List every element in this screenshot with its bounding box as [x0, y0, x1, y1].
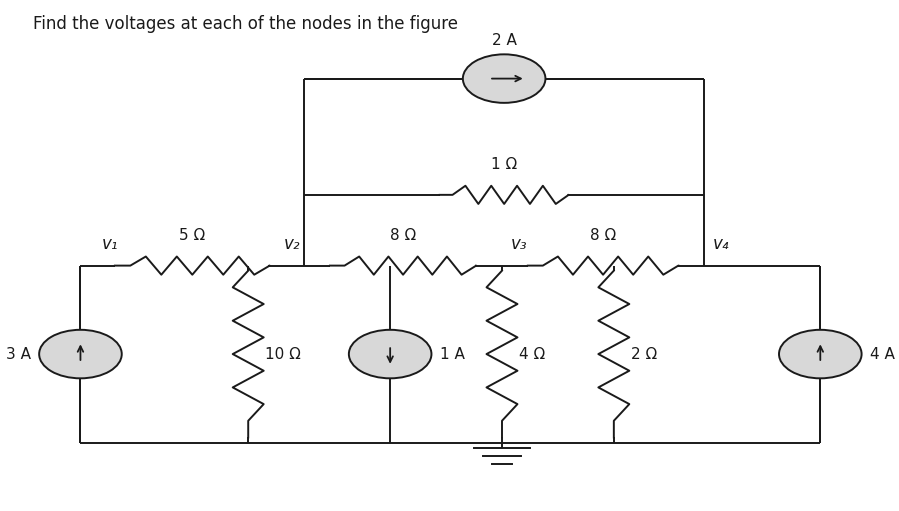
Circle shape — [40, 330, 121, 378]
Circle shape — [463, 54, 546, 103]
Text: 8 Ω: 8 Ω — [390, 228, 416, 243]
Text: 1 Ω: 1 Ω — [491, 157, 517, 172]
Text: 2 Ω: 2 Ω — [631, 346, 657, 362]
Text: v₃: v₃ — [511, 235, 527, 253]
Text: 4 A: 4 A — [870, 346, 895, 362]
Text: 4 Ω: 4 Ω — [520, 346, 546, 362]
Text: 8 Ω: 8 Ω — [590, 228, 616, 243]
Text: v₂: v₂ — [283, 235, 300, 253]
Text: 5 Ω: 5 Ω — [179, 228, 205, 243]
Text: v₄: v₄ — [713, 235, 729, 253]
Text: Find the voltages at each of the nodes in the figure: Find the voltages at each of the nodes i… — [33, 15, 458, 33]
Circle shape — [349, 330, 432, 378]
Text: v₁: v₁ — [102, 235, 119, 253]
Circle shape — [779, 330, 861, 378]
Text: 10 Ω: 10 Ω — [265, 346, 301, 362]
Text: 2 A: 2 A — [492, 33, 517, 48]
Text: 3 A: 3 A — [5, 346, 31, 362]
Text: 1 A: 1 A — [440, 346, 465, 362]
